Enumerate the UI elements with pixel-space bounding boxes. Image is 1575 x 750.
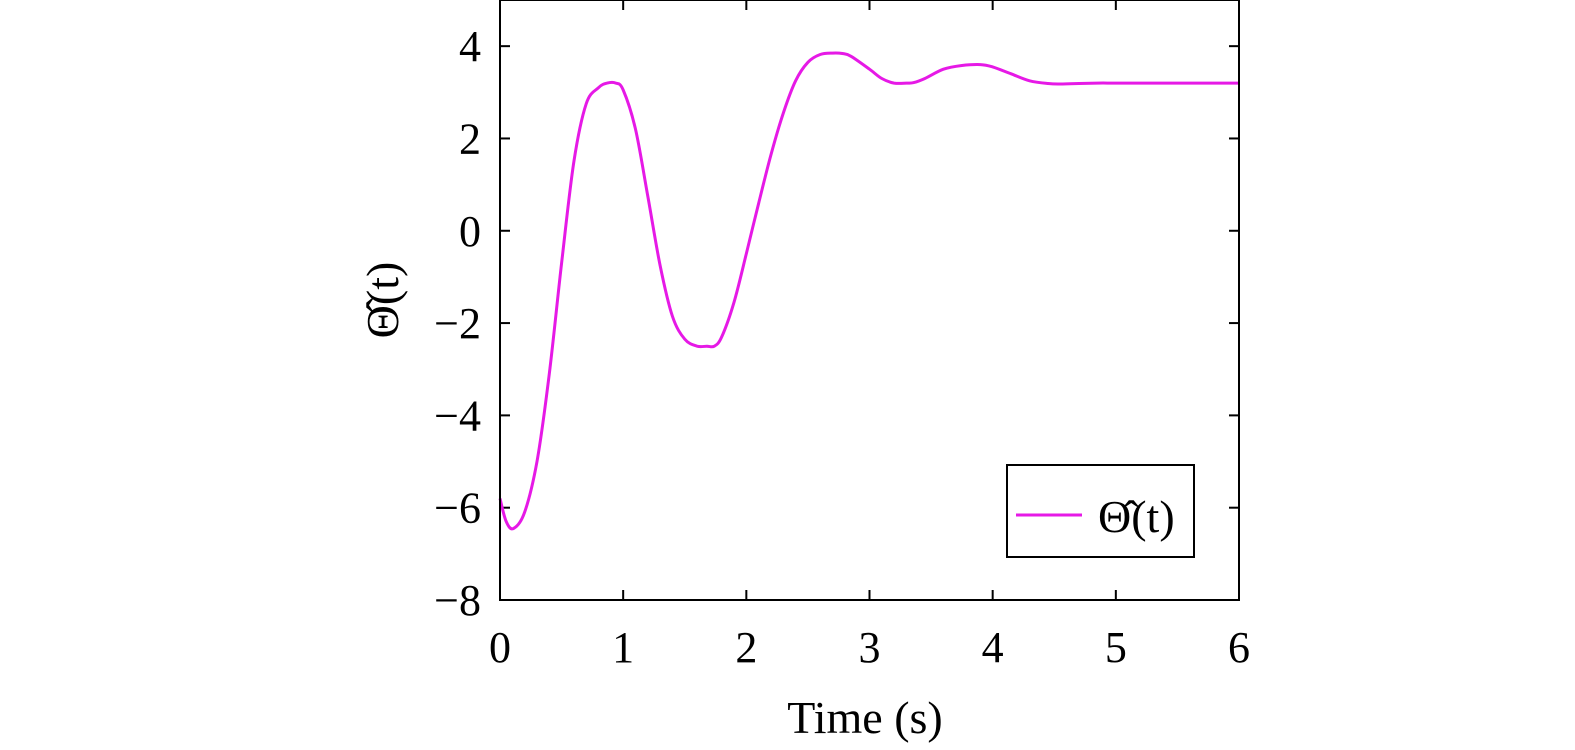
x-tick-label: 2 (735, 623, 757, 672)
legend-label: Θ̂(t) (1098, 491, 1175, 542)
x-axis-label: Time (s) (787, 692, 943, 743)
y-tick-label: 0 (459, 207, 481, 256)
y-tick-label: −4 (434, 391, 481, 440)
y-tick-label: −2 (434, 299, 481, 348)
line-layer (498, 51, 1239, 531)
x-tick-labels: 0 1 2 3 4 5 6 (489, 623, 1250, 672)
plot-frame (499, 0, 1240, 601)
y-tick-label: 2 (459, 114, 481, 163)
x-tick-label: 6 (1228, 623, 1250, 672)
y-axis-label: Θ̂(t) (357, 262, 408, 339)
y-tick-label: −8 (434, 576, 481, 625)
x-tick-label: 4 (982, 623, 1004, 672)
x-tick-label: 3 (859, 623, 881, 672)
series-line (498, 51, 1239, 531)
x-tick-label: 5 (1105, 623, 1127, 672)
y-tick-labels: −8 −6 −4 −2 0 2 4 (434, 22, 481, 625)
legend-box (1006, 464, 1195, 558)
y-tick-label: −6 (434, 484, 481, 533)
legend: Θ̂(t) (1006, 464, 1195, 558)
y-tick-label: 4 (459, 22, 481, 71)
x-tick-label: 1 (612, 623, 634, 672)
x-tick-label: 0 (489, 623, 511, 672)
